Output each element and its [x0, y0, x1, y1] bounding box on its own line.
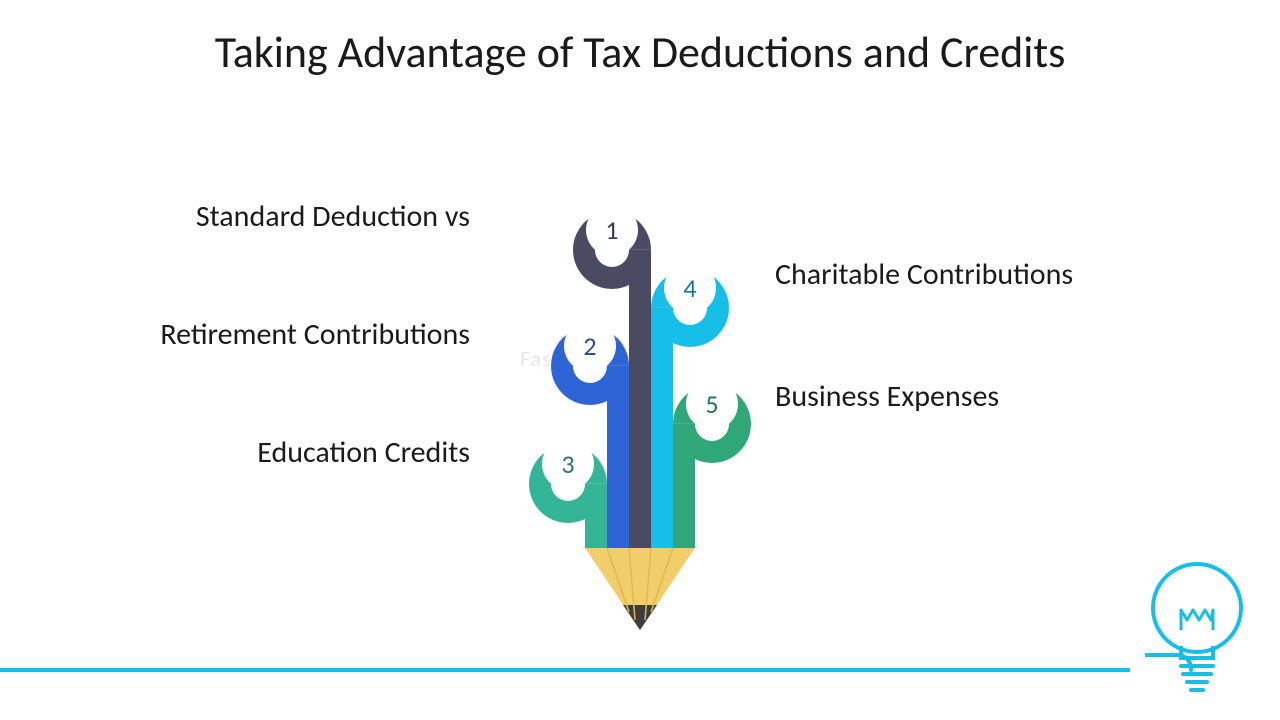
- bottom-accent-line: [0, 668, 1130, 672]
- svg-text:1: 1: [605, 214, 618, 246]
- page-title: Taking Advantage of Tax Deductions and C…: [0, 25, 1280, 79]
- svg-text:3: 3: [561, 448, 574, 480]
- label-education-credits: Education Credits: [0, 434, 470, 471]
- svg-text:4: 4: [683, 272, 696, 304]
- label-business-expenses: Business Expenses: [775, 378, 999, 415]
- lightbulb-icon: [1145, 560, 1250, 710]
- label-standard-deduction: Standard Deduction vs: [0, 198, 470, 235]
- pencil-infographic: 3 2 1 4 5: [520, 180, 760, 640]
- label-charitable-contributions: Charitable Contributions: [775, 256, 1073, 293]
- label-retirement-contributions: Retirement Contributions: [0, 316, 470, 353]
- svg-text:5: 5: [705, 388, 718, 420]
- svg-text:2: 2: [583, 330, 596, 362]
